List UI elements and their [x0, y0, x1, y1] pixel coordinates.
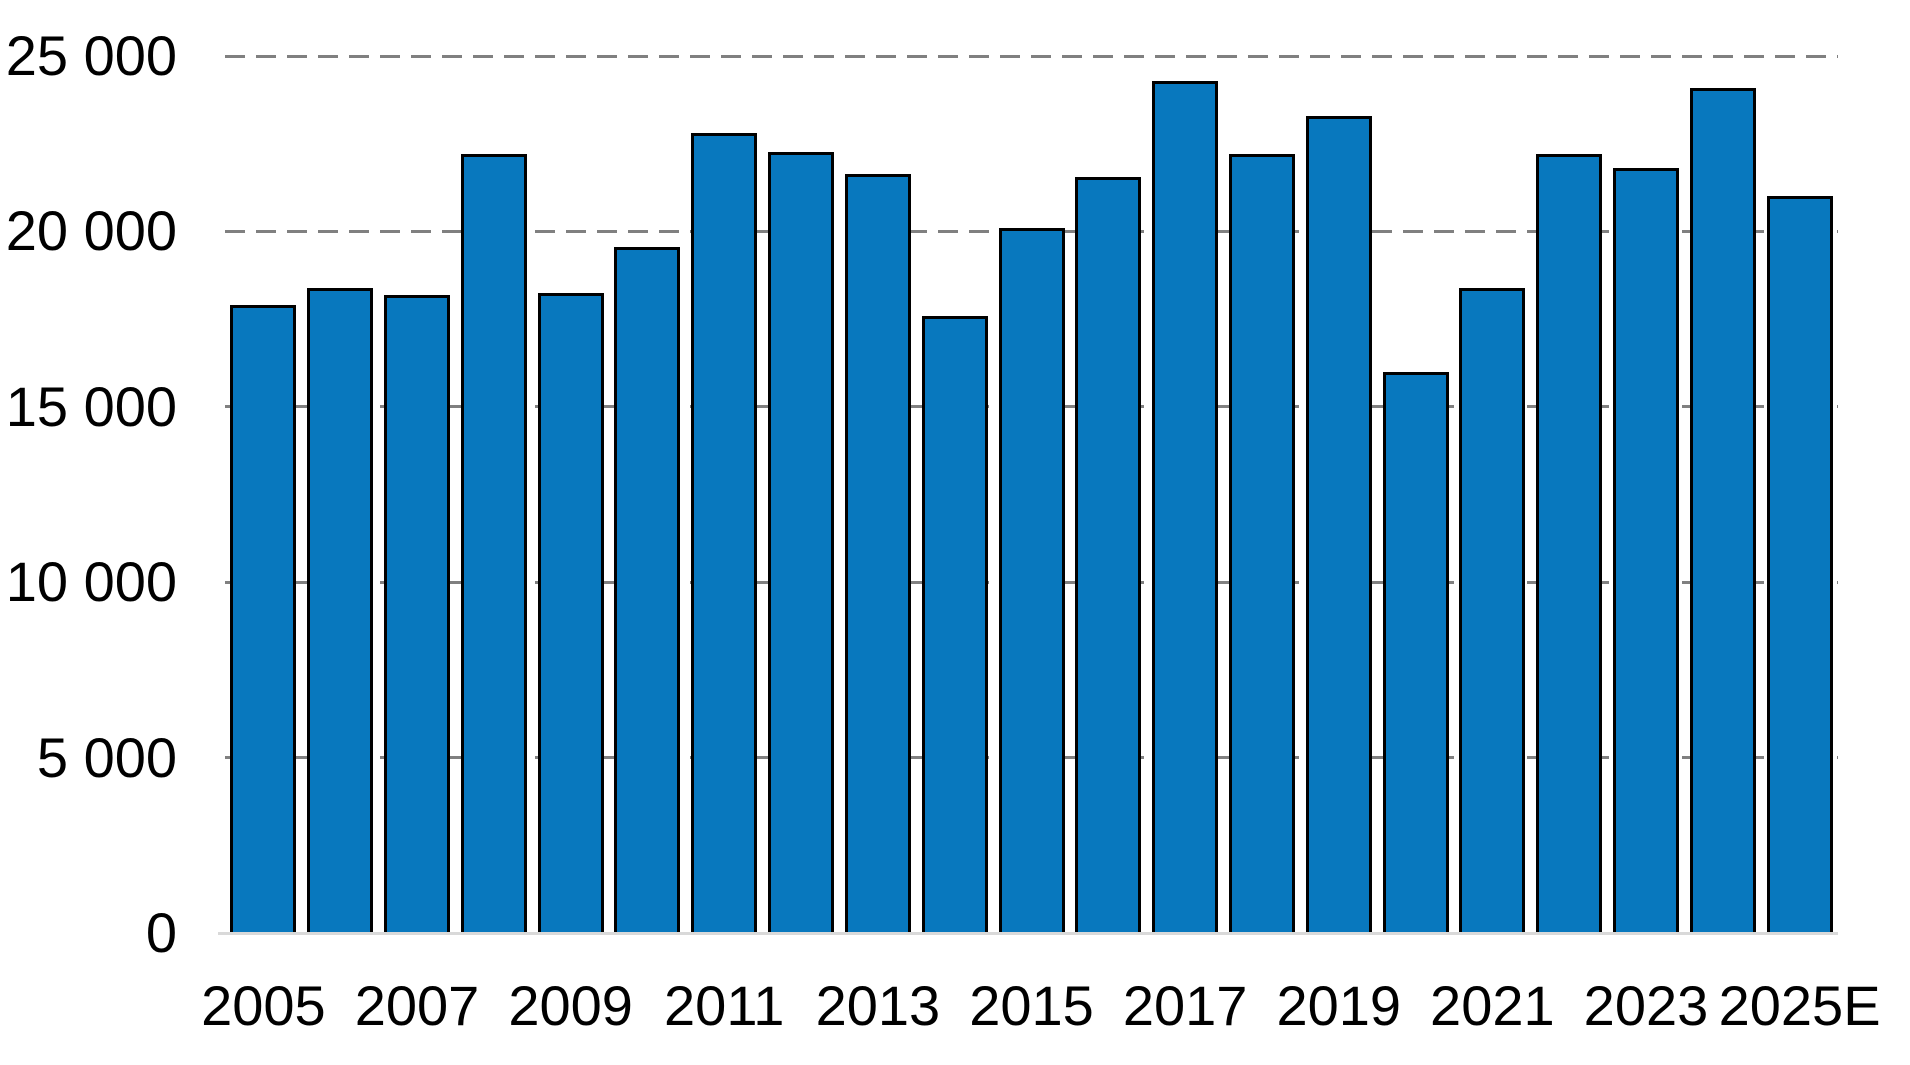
- bar-2006: [307, 287, 374, 933]
- x-tick-label-2013: 2013: [815, 974, 941, 1037]
- bar-slot-2011: [686, 56, 763, 933]
- x-tick-label-2025E: 2025E: [1718, 974, 1881, 1037]
- x-tick-label-2021: 2021: [1430, 974, 1555, 1037]
- bar-2009: [537, 292, 604, 933]
- bar-2008: [460, 154, 527, 933]
- plot-area: [225, 56, 1838, 933]
- bar-slot-2020: [1377, 56, 1454, 933]
- bar-slot-2018: [1224, 56, 1301, 933]
- bar-2018: [1228, 154, 1295, 933]
- x-tick-label-2007: 2007: [354, 974, 480, 1037]
- y-tick-label-5000: 5 000: [36, 725, 177, 789]
- bar-slot-2023: [1608, 56, 1685, 933]
- bar-slot-2009: [532, 56, 609, 933]
- bar-2007: [384, 294, 451, 933]
- x-tick-label-2019: 2019: [1276, 974, 1402, 1037]
- bar-slot-2019: [1300, 56, 1377, 933]
- bar-2024: [1689, 87, 1756, 933]
- bar-2021: [1459, 287, 1526, 933]
- bar-slot-2005: [225, 56, 302, 933]
- bar-2013: [844, 173, 911, 933]
- x-tick-label-2023: 2023: [1583, 974, 1709, 1037]
- bar-2015: [998, 227, 1065, 933]
- bar-2005: [230, 305, 297, 933]
- y-tick-label-0: 0: [145, 901, 177, 964]
- x-tick-label-2005: 2005: [201, 974, 326, 1037]
- y-tick-label-15000: 15 000: [5, 374, 177, 438]
- bar-slot-2006: [302, 56, 379, 933]
- y-tick-label-25000: 25 000: [5, 24, 177, 87]
- bar-2016: [1075, 177, 1142, 933]
- bar-slot-2017: [1147, 56, 1224, 933]
- bar-2010: [614, 247, 681, 933]
- bar-2011: [691, 133, 758, 933]
- x-axis-line: [218, 932, 1838, 935]
- bar-slot-2025E: [1761, 56, 1838, 933]
- bar-slot-2024: [1684, 56, 1761, 933]
- bar-2019: [1305, 115, 1372, 933]
- bar-slot-2012: [763, 56, 840, 933]
- bar-slot-2022: [1531, 56, 1608, 933]
- bar-2020: [1382, 371, 1449, 933]
- bar-slot-2010: [609, 56, 686, 933]
- y-tick-label-10000: 10 000: [5, 550, 177, 614]
- gridline-25000: [225, 54, 1838, 58]
- bar-2014: [921, 315, 988, 933]
- bar-2022: [1536, 154, 1603, 933]
- bar-slot-2007: [379, 56, 456, 933]
- x-tick-label-2011: 2011: [664, 974, 785, 1037]
- bar-2025E: [1766, 196, 1833, 933]
- bar-slot-2008: [455, 56, 532, 933]
- bar-slot-2016: [1070, 56, 1147, 933]
- x-tick-label-2015: 2015: [969, 974, 1094, 1037]
- x-tick-label-2009: 2009: [508, 974, 633, 1037]
- bar-slot-2021: [1454, 56, 1531, 933]
- bar-2017: [1152, 80, 1219, 933]
- bar-slot-2014: [916, 56, 993, 933]
- bar-slot-2013: [840, 56, 917, 933]
- y-tick-label-20000: 20 000: [5, 199, 177, 263]
- bar-2012: [768, 152, 835, 933]
- bar-slot-2015: [993, 56, 1070, 933]
- x-tick-label-2017: 2017: [1122, 974, 1248, 1037]
- bar-2023: [1613, 168, 1680, 933]
